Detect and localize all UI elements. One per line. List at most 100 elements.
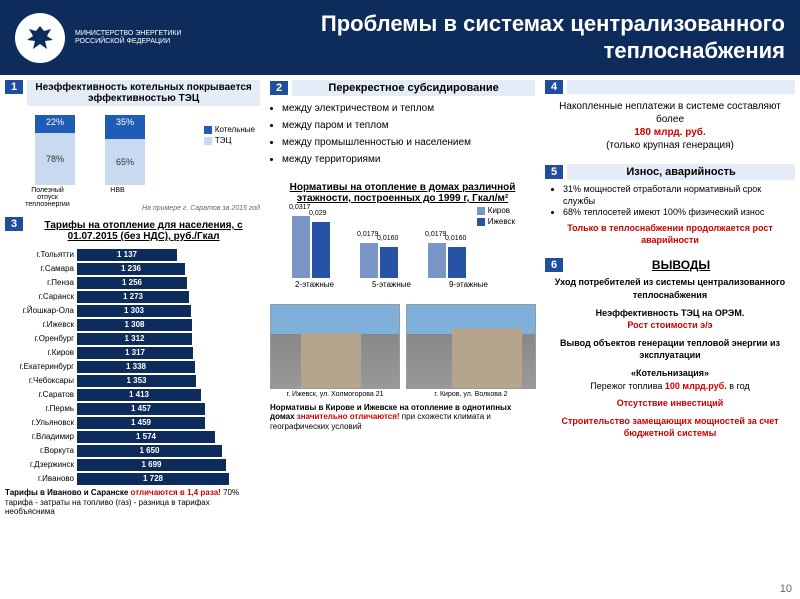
norms-footer-red: значительно отличаются! (297, 412, 400, 421)
sec3-footer: Тарифы в Иваново и Саранске отличаются в… (5, 488, 260, 517)
sec6-title: ВЫВОДЫ (567, 256, 795, 274)
sec5-body: 31% мощностей отработали нормативный сро… (545, 180, 795, 250)
sec2-bullet: между паром и теплом (282, 117, 531, 134)
sec2-bullet: между территориями (282, 151, 531, 168)
city-row: г.Киров1 317 (5, 346, 260, 359)
city-row: г.Ульяновск1 459 (5, 416, 260, 429)
sec3-title: Тарифы на отопление для населения, с 01.… (27, 217, 260, 245)
sec5-bullet: 31% мощностей отработали нормативный сро… (563, 184, 791, 207)
city-row: г.Самара1 236 (5, 262, 260, 275)
emblem (15, 13, 65, 63)
sec5-bullet: 68% теплосетей имеют 100% физический изн… (563, 207, 791, 219)
sec6-p6: Строительство замещающих мощностей за сч… (547, 415, 793, 440)
title-line2: теплоснабжения (321, 38, 785, 64)
title-line1: Проблемы в системах централизованного (321, 11, 785, 37)
norms-footer: Нормативы в Кирове и Ижевске на отоплени… (270, 403, 535, 432)
city-row: г.Дзержинск1 699 (5, 458, 260, 471)
city-row: г.Саранск1 273 (5, 290, 260, 303)
sec1-title: Неэффективность котельных покрывается эф… (27, 80, 260, 106)
ministry-line2: РОССИЙСКОЙ ФЕДЕРАЦИИ (75, 38, 182, 46)
section-3: 3 Тарифы на отопление для населения, с 0… (5, 217, 260, 517)
photo-kirov: г. Киров, ул. Волкова 2 (406, 304, 536, 399)
column-right: 4 Накопленные неплатежи в системе состав… (540, 75, 800, 599)
sec3-footer-red: отличаются в 1,4 раза! (131, 488, 221, 497)
city-row: г.Чебоксары1 353 (5, 374, 260, 387)
slide-title: Проблемы в системах централизованного те… (321, 11, 785, 64)
sec4-header (567, 80, 795, 94)
city-row: г.Владимир1 574 (5, 430, 260, 443)
chart-1: Котельные ТЭЦ 22%78% 35%65% Полезный отпу… (5, 110, 260, 205)
badge-3: 3 (5, 217, 23, 231)
sec6-p4b-post: в год (729, 381, 749, 391)
sec6-p5: Отсутствие инвестиций (547, 397, 793, 410)
section-6: 6 ВЫВОДЫ Уход потребителей из системы це… (545, 256, 795, 447)
sec4-post: (только крупная генерация) (551, 139, 789, 152)
chart1-xlabel: Полезный отпуск теплоэнергии (20, 187, 75, 208)
section-2: 2 Перекрестное субсидирование между элек… (270, 80, 535, 172)
section-5: 5 Износ, аварийность 31% мощностей отраб… (545, 164, 795, 250)
norms-chart: Киров Ижевск 0,03170,0290,01790,01600,01… (270, 208, 535, 298)
norm-pair: 0,01790,0160 (428, 243, 466, 278)
legend-tec: ТЭЦ (215, 136, 232, 145)
photo-izhevsk: г. Ижевск, ул. Холмогорова 21 (270, 304, 400, 399)
chart1-bar: 22%78% (35, 115, 75, 185)
column-left: 1 Неэффективность котельных покрывается … (0, 75, 265, 599)
sec4-pre: Накопленные неплатежи в системе составля… (551, 100, 789, 126)
sec6-p4b-pre: Пережог топлива (590, 381, 665, 391)
chart1-xlabel: НВВ (90, 187, 145, 208)
sec4-body: Накопленные неплатежи в системе составля… (545, 94, 795, 158)
sec2-bullet: между промышленностью и населением (282, 134, 531, 151)
sec6-p4b-red: 100 млрд.руб. (665, 381, 727, 391)
norms-title: Нормативы на отопление в домах различной… (270, 180, 535, 206)
sec5-title: Износ, аварийность (567, 164, 795, 180)
city-row: г.Воркута1 650 (5, 444, 260, 457)
norm-xlabel: 9-этажные (441, 280, 496, 289)
sec6-p4a: «Котельнизация» (631, 368, 709, 378)
ministry-label: МИНИСТЕРСТВО ЭНЕРГЕТИКИ РОССИЙСКОЙ ФЕДЕР… (75, 30, 182, 45)
photo2-caption: г. Киров, ул. Волкова 2 (406, 391, 536, 399)
norm-xlabel: 5-этажные (364, 280, 419, 289)
city-row: г.Саратов1 413 (5, 388, 260, 401)
ministry-line1: МИНИСТЕРСТВО ЭНЕРГЕТИКИ (75, 30, 182, 38)
city-row: г.Екатеринбург1 338 (5, 360, 260, 373)
column-mid: 2 Перекрестное субсидирование между элек… (265, 75, 540, 599)
city-bar-chart: г.Тольятти1 137г.Самара1 236г.Пенза1 256… (5, 248, 260, 485)
slide-body: 1 Неэффективность котельных покрывается … (0, 75, 800, 599)
sec6-p1: Уход потребителей из системы централизов… (555, 277, 785, 300)
badge-1: 1 (5, 80, 23, 94)
sec6-body: Уход потребителей из системы централизов… (545, 274, 795, 447)
slide-header: МИНИСТЕРСТВО ЭНЕРГЕТИКИ РОССИЙСКОЙ ФЕДЕР… (0, 0, 800, 75)
sec6-p3: Вывод объектов генерации тепловой энерги… (560, 338, 780, 361)
sec4-red: 180 млрд. руб. (551, 126, 789, 139)
sec2-bullet: между электричеством и теплом (282, 100, 531, 117)
section-4: 4 Накопленные неплатежи в системе состав… (545, 80, 795, 158)
norms-section: Нормативы на отопление в домах различной… (270, 180, 535, 431)
badge-6: 6 (545, 258, 563, 272)
chart1-legend: Котельные ТЭЦ (204, 125, 255, 147)
page-number: 10 (780, 583, 792, 595)
badge-5: 5 (545, 165, 563, 179)
eagle-icon (25, 23, 55, 53)
badge-4: 4 (545, 80, 563, 94)
building-photos: г. Ижевск, ул. Холмогорова 21 г. Киров, … (270, 304, 535, 399)
legend-kirov: Киров (488, 206, 510, 215)
city-row: г.Йошкар-Ола1 303 (5, 304, 260, 317)
city-row: г.Ижевск1 308 (5, 318, 260, 331)
city-row: г.Оренбург1 312 (5, 332, 260, 345)
sec3-footer-pre: Тарифы в Иваново и Саранске (5, 488, 131, 497)
norm-pair: 0,01790,0160 (360, 243, 398, 278)
city-row: г.Иваново1 728 (5, 472, 260, 485)
sec6-p2a: Неэффективность ТЭЦ на ОРЭМ. (596, 308, 745, 318)
legend-kotelny: Котельные (215, 125, 255, 134)
city-row: г.Тольятти1 137 (5, 248, 260, 261)
sec5-red: Только в теплоснабжении продолжается рос… (549, 223, 791, 246)
chart1-bar: 35%65% (105, 115, 145, 185)
badge-2: 2 (270, 81, 288, 95)
norm-pair: 0,03170,029 (292, 216, 330, 278)
sec2-bullets: между электричеством и тепломмежду паром… (270, 96, 535, 172)
photo1-caption: г. Ижевск, ул. Холмогорова 21 (270, 391, 400, 399)
section-1: 1 Неэффективность котельных покрывается … (5, 80, 260, 212)
city-row: г.Пенза1 256 (5, 276, 260, 289)
norm-xlabel: 2-этажные (287, 280, 342, 289)
city-row: г.Пермь1 457 (5, 402, 260, 415)
